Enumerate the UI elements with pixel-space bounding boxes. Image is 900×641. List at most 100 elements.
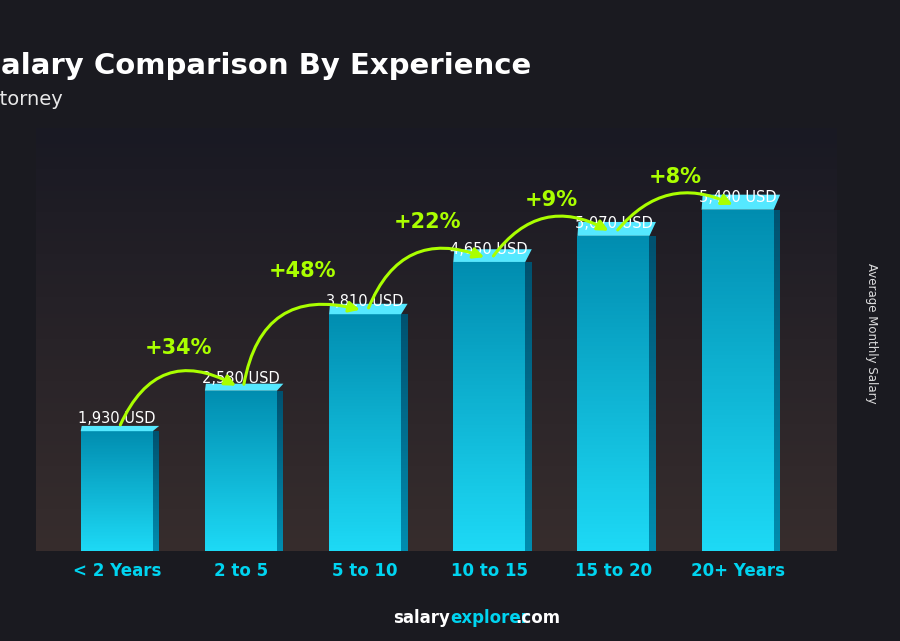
Text: +9%: +9% [525, 190, 578, 210]
Bar [526, 265, 532, 269]
Bar [329, 483, 401, 486]
Bar [205, 435, 277, 437]
Bar [578, 267, 650, 271]
Bar [205, 473, 277, 475]
Bar [329, 537, 401, 540]
Bar [277, 547, 284, 549]
Bar [205, 487, 277, 489]
Bar [702, 278, 774, 282]
Bar [702, 466, 774, 470]
Bar [277, 525, 284, 527]
Bar [277, 411, 284, 413]
Bar [277, 433, 284, 435]
Bar [153, 526, 159, 528]
Bar [526, 305, 532, 309]
Bar [81, 465, 153, 467]
Bar [702, 312, 774, 317]
Bar [578, 366, 650, 370]
Bar [526, 526, 532, 529]
Bar [578, 535, 650, 540]
Bar [774, 376, 780, 381]
Bar [650, 449, 656, 453]
Bar [454, 349, 526, 353]
Bar [774, 385, 780, 389]
Bar [650, 362, 656, 366]
Bar [153, 544, 159, 545]
Bar [81, 518, 153, 520]
Bar [205, 459, 277, 461]
Bar [526, 363, 532, 367]
Bar [774, 299, 780, 304]
Bar [702, 299, 774, 304]
Bar [578, 319, 650, 322]
Text: Average Monthly Salary: Average Monthly Salary [865, 263, 878, 404]
Bar [774, 312, 780, 317]
Bar [774, 402, 780, 406]
Bar [578, 260, 650, 263]
Bar [277, 403, 284, 404]
Bar [329, 524, 401, 528]
Bar [774, 351, 780, 355]
Bar [702, 543, 774, 547]
Bar [329, 374, 401, 376]
Bar [205, 425, 277, 427]
Bar [401, 412, 408, 415]
Bar [277, 429, 284, 431]
Bar [702, 508, 774, 513]
Bar [81, 476, 153, 478]
Bar [277, 511, 284, 513]
Bar [153, 460, 159, 462]
Bar [702, 368, 774, 372]
Bar [650, 413, 656, 417]
Bar [774, 253, 780, 256]
Bar [277, 507, 284, 509]
Bar [650, 311, 656, 315]
Bar [329, 429, 401, 433]
Bar [578, 429, 650, 433]
Bar [329, 424, 401, 427]
Bar [329, 376, 401, 379]
Bar [401, 548, 408, 551]
Bar [401, 326, 408, 329]
Bar [702, 389, 774, 394]
Bar [526, 342, 532, 345]
Bar [650, 394, 656, 397]
Bar [578, 417, 650, 421]
Bar [205, 543, 277, 545]
Bar [526, 280, 532, 284]
Bar [329, 501, 401, 504]
Bar [526, 439, 532, 443]
Bar [774, 415, 780, 419]
Bar [205, 521, 277, 523]
Bar [578, 283, 650, 287]
Bar [81, 463, 153, 464]
Bar [329, 406, 401, 409]
Polygon shape [454, 249, 532, 262]
Bar [401, 338, 408, 341]
Bar [578, 240, 650, 244]
Bar [650, 247, 656, 252]
Bar [153, 522, 159, 524]
Bar [401, 474, 408, 477]
Bar [526, 262, 532, 265]
Bar [81, 440, 153, 442]
Text: +8%: +8% [649, 167, 702, 187]
Bar [650, 271, 656, 275]
Bar [401, 513, 408, 516]
Bar [277, 509, 284, 511]
Bar [526, 403, 532, 406]
Text: Attorney: Attorney [0, 90, 64, 109]
Bar [401, 465, 408, 469]
Bar [526, 508, 532, 512]
Bar [153, 464, 159, 466]
Bar [205, 443, 277, 445]
Bar [774, 534, 780, 538]
Bar [650, 299, 656, 303]
Bar [578, 531, 650, 535]
Bar [454, 454, 526, 457]
Bar [153, 495, 159, 497]
Bar [401, 421, 408, 424]
Bar [205, 491, 277, 493]
Bar [153, 539, 159, 541]
Bar [702, 428, 774, 432]
